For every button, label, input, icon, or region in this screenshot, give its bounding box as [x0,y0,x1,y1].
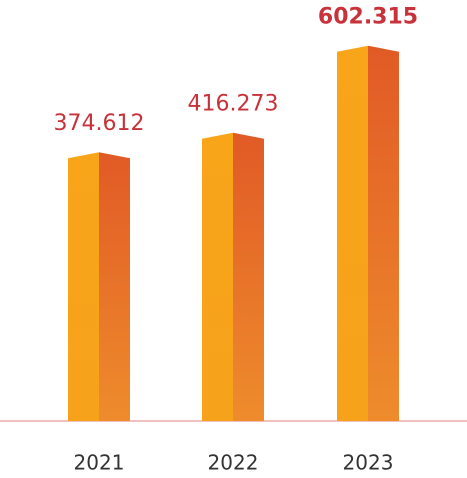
x-tick-label: 2021 [74,451,125,475]
x-tick-label: 2023 [343,451,394,475]
bar-left-face [337,45,368,421]
data-label: 374.612 [54,111,145,136]
bar-right-face [233,132,264,421]
x-tick-label: 2022 [208,451,259,475]
data-label: 602.315 [318,5,418,30]
bar [68,152,130,421]
data-label: 416.273 [188,92,279,117]
bar-left-face [68,152,99,421]
bar [202,132,264,421]
bar-right-face [368,45,399,421]
bar [337,45,399,421]
bar-left-face [202,132,233,421]
bar-right-face [99,152,130,421]
